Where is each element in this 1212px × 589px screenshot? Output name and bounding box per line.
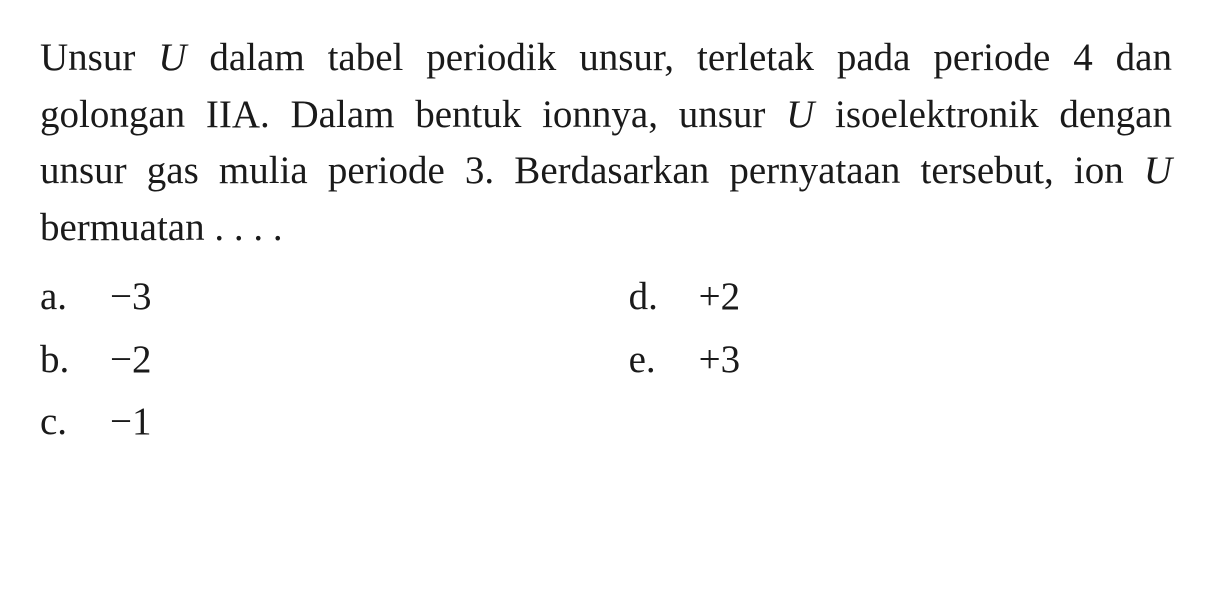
option-c-letter: c. [40,393,110,452]
option-a: a. −3 [40,268,629,327]
option-a-letter: a. [40,268,110,327]
question-italic2: U [786,93,814,136]
option-d-value: +2 [699,268,1172,327]
question-italic1: U [158,36,186,79]
options-left-column: a. −3 b. −2 c. −1 [40,268,629,456]
option-d: d. +2 [629,268,1172,327]
question-italic3: U [1144,149,1172,192]
option-b: b. −2 [40,331,629,390]
option-c: c. −1 [40,393,629,452]
question-part1: Unsur [40,36,158,79]
option-e: e. +3 [629,331,1172,390]
option-b-letter: b. [40,331,110,390]
question-part4: bermuatan . . . . [40,206,283,249]
option-d-letter: d. [629,268,699,327]
options-right-column: d. +2 e. +3 [629,268,1172,456]
option-e-letter: e. [629,331,699,390]
options-container: a. −3 b. −2 c. −1 d. +2 e. +3 [40,268,1172,456]
option-b-value: −2 [110,331,629,390]
question-text: Unsur U dalam tabel periodik unsur, terl… [40,30,1172,256]
option-c-value: −1 [110,393,629,452]
option-a-value: −3 [110,268,629,327]
option-e-value: +3 [699,331,1172,390]
